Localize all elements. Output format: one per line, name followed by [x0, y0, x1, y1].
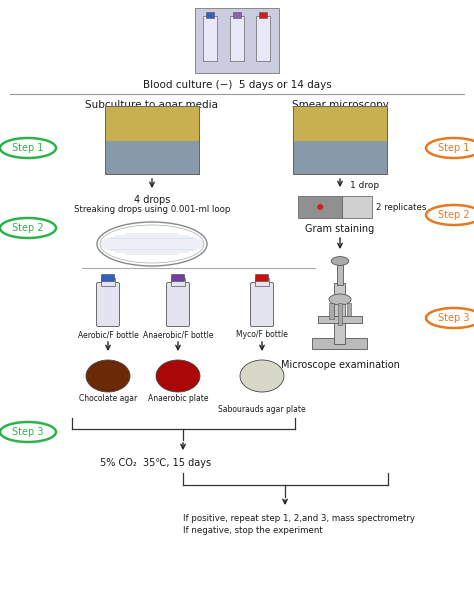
- Bar: [255, 278, 269, 286]
- Text: Streaking drops using 0.001-ml loop: Streaking drops using 0.001-ml loop: [74, 205, 230, 214]
- Text: Blood culture (−)  5 days or 14 days: Blood culture (−) 5 days or 14 days: [143, 80, 331, 90]
- Bar: [347, 303, 351, 316]
- Bar: [105, 106, 199, 174]
- Text: Aerobic/F bottle: Aerobic/F bottle: [78, 330, 138, 339]
- Bar: [293, 106, 387, 141]
- Bar: [233, 12, 241, 18]
- FancyBboxPatch shape: [255, 274, 268, 282]
- Text: Chocolate agar: Chocolate agar: [79, 394, 137, 403]
- Bar: [230, 16, 244, 61]
- Text: Subculture to agar media: Subculture to agar media: [85, 100, 219, 110]
- FancyBboxPatch shape: [166, 282, 190, 327]
- Text: Sabourauds agar plate: Sabourauds agar plate: [218, 405, 306, 414]
- FancyBboxPatch shape: [172, 274, 184, 282]
- FancyBboxPatch shape: [97, 282, 119, 327]
- Ellipse shape: [0, 422, 56, 442]
- Bar: [338, 303, 342, 325]
- Bar: [342, 196, 372, 218]
- Text: 4 drops: 4 drops: [134, 195, 170, 205]
- Ellipse shape: [100, 225, 204, 263]
- Text: Step 2: Step 2: [12, 223, 44, 233]
- Bar: [293, 141, 387, 174]
- Bar: [171, 278, 185, 286]
- Ellipse shape: [426, 138, 474, 158]
- Text: 5% CO₂  35℃, 15 days: 5% CO₂ 35℃, 15 days: [100, 458, 211, 468]
- Bar: [203, 16, 217, 61]
- Ellipse shape: [426, 308, 474, 328]
- Ellipse shape: [426, 205, 474, 225]
- Bar: [293, 106, 387, 174]
- Text: Gram staining: Gram staining: [305, 224, 374, 234]
- Bar: [335, 283, 346, 344]
- Ellipse shape: [0, 138, 56, 158]
- Bar: [318, 316, 362, 322]
- Bar: [105, 106, 199, 174]
- Bar: [337, 261, 343, 285]
- FancyBboxPatch shape: [250, 282, 273, 327]
- Text: Step 3: Step 3: [12, 427, 44, 437]
- Bar: [259, 12, 267, 18]
- Bar: [329, 303, 334, 319]
- Text: Smear microscopy: Smear microscopy: [292, 100, 388, 110]
- Ellipse shape: [86, 360, 130, 392]
- Ellipse shape: [97, 222, 207, 266]
- Text: Microscope examination: Microscope examination: [281, 360, 400, 370]
- Text: Step 1: Step 1: [12, 143, 44, 153]
- Bar: [195, 8, 279, 73]
- Bar: [105, 141, 199, 174]
- Text: Anaerobic plate: Anaerobic plate: [148, 394, 208, 403]
- Text: Step 2: Step 2: [438, 210, 470, 220]
- Text: If negative, stop the experiment: If negative, stop the experiment: [183, 526, 323, 535]
- Bar: [256, 16, 270, 61]
- Text: Step 1: Step 1: [438, 143, 470, 153]
- Ellipse shape: [329, 294, 351, 305]
- Ellipse shape: [0, 218, 56, 238]
- Bar: [105, 106, 199, 141]
- Bar: [312, 338, 367, 349]
- Ellipse shape: [240, 360, 284, 392]
- Ellipse shape: [156, 360, 200, 392]
- Bar: [206, 12, 214, 18]
- Bar: [293, 106, 387, 174]
- Ellipse shape: [331, 257, 349, 265]
- Text: Myco/F bottle: Myco/F bottle: [236, 330, 288, 339]
- Circle shape: [317, 204, 323, 210]
- Text: 1 drop: 1 drop: [350, 180, 379, 189]
- Text: If positive, repeat step 1, 2,and 3, mass spectrometry: If positive, repeat step 1, 2,and 3, mas…: [183, 514, 415, 523]
- FancyBboxPatch shape: [101, 274, 115, 282]
- Bar: [298, 196, 342, 218]
- Text: 2 replicates: 2 replicates: [376, 203, 427, 211]
- Bar: [101, 278, 115, 286]
- Text: Step 3: Step 3: [438, 313, 470, 323]
- Text: Anaerobic/F bottle: Anaerobic/F bottle: [143, 330, 213, 339]
